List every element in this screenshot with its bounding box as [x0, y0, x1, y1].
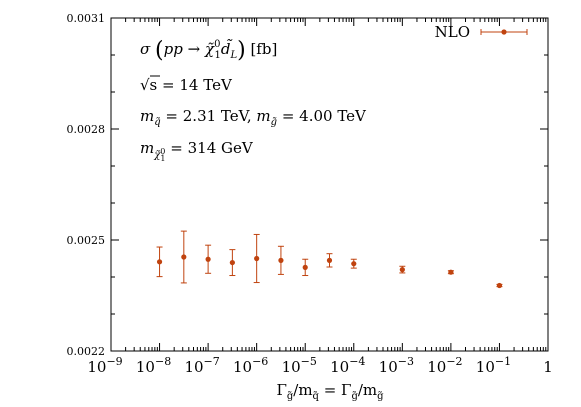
plot-frame — [110, 17, 549, 352]
x-tick-label: 10−2 — [427, 355, 462, 376]
x-tick-label: 1 — [543, 358, 553, 376]
x-tick-label: 10−3 — [379, 355, 414, 376]
x-tick-label: 10−7 — [184, 355, 219, 376]
annotation-energy: √s = 14 TeV — [140, 76, 233, 94]
data-point — [351, 261, 357, 267]
legend-marker — [501, 29, 507, 35]
x-tick-label: 10−4 — [330, 355, 365, 376]
data-point — [302, 264, 308, 270]
legend: NLO — [435, 23, 528, 41]
x-axis-ticks: 10−9 10−8 10−7 10−6 10−5 10−4 10−3 10−2 10−1 1 — [87, 18, 553, 376]
annotation-masses: mq̃ = 2.31 TeV, mg̃ = 4.00 TeV — [140, 107, 367, 129]
data-point — [156, 259, 163, 265]
legend-label-nlo: NLO — [435, 23, 470, 41]
data-point — [229, 259, 235, 266]
x-axis-label: Γg̃/mq̃ = Γg̃/mg̃ — [276, 381, 384, 402]
y-tick-label: 0.0028 — [67, 123, 106, 136]
x-tick-label: 10−1 — [476, 355, 511, 376]
data-series-nlo — [156, 230, 503, 289]
x-tick-label: 10−9 — [87, 355, 122, 376]
annotation-process: σ (pp → χ̃0 1d̃L) [fb] — [140, 38, 277, 63]
y-tick-label: 0.0025 — [67, 234, 106, 247]
data-point — [254, 255, 260, 262]
data-point — [326, 257, 333, 263]
y-tick-label: 0.0022 — [67, 345, 106, 358]
data-point — [399, 267, 405, 273]
y-tick-label: 0.0031 — [67, 12, 106, 25]
y-axis-ticks: 0.0022 0.0025 0.0028 0.0031 — [67, 12, 548, 358]
data-point — [496, 282, 503, 289]
data-point — [205, 256, 211, 262]
x-tick-label: 10−5 — [282, 355, 317, 376]
data-point — [181, 254, 187, 260]
data-point — [448, 269, 454, 275]
x-tick-label: 10−8 — [136, 355, 171, 376]
data-point — [278, 257, 284, 263]
annotation-neutralino-mass: mχ̃0 1 = 314 GeV — [140, 139, 254, 165]
x-tick-label: 10−6 — [233, 355, 268, 376]
